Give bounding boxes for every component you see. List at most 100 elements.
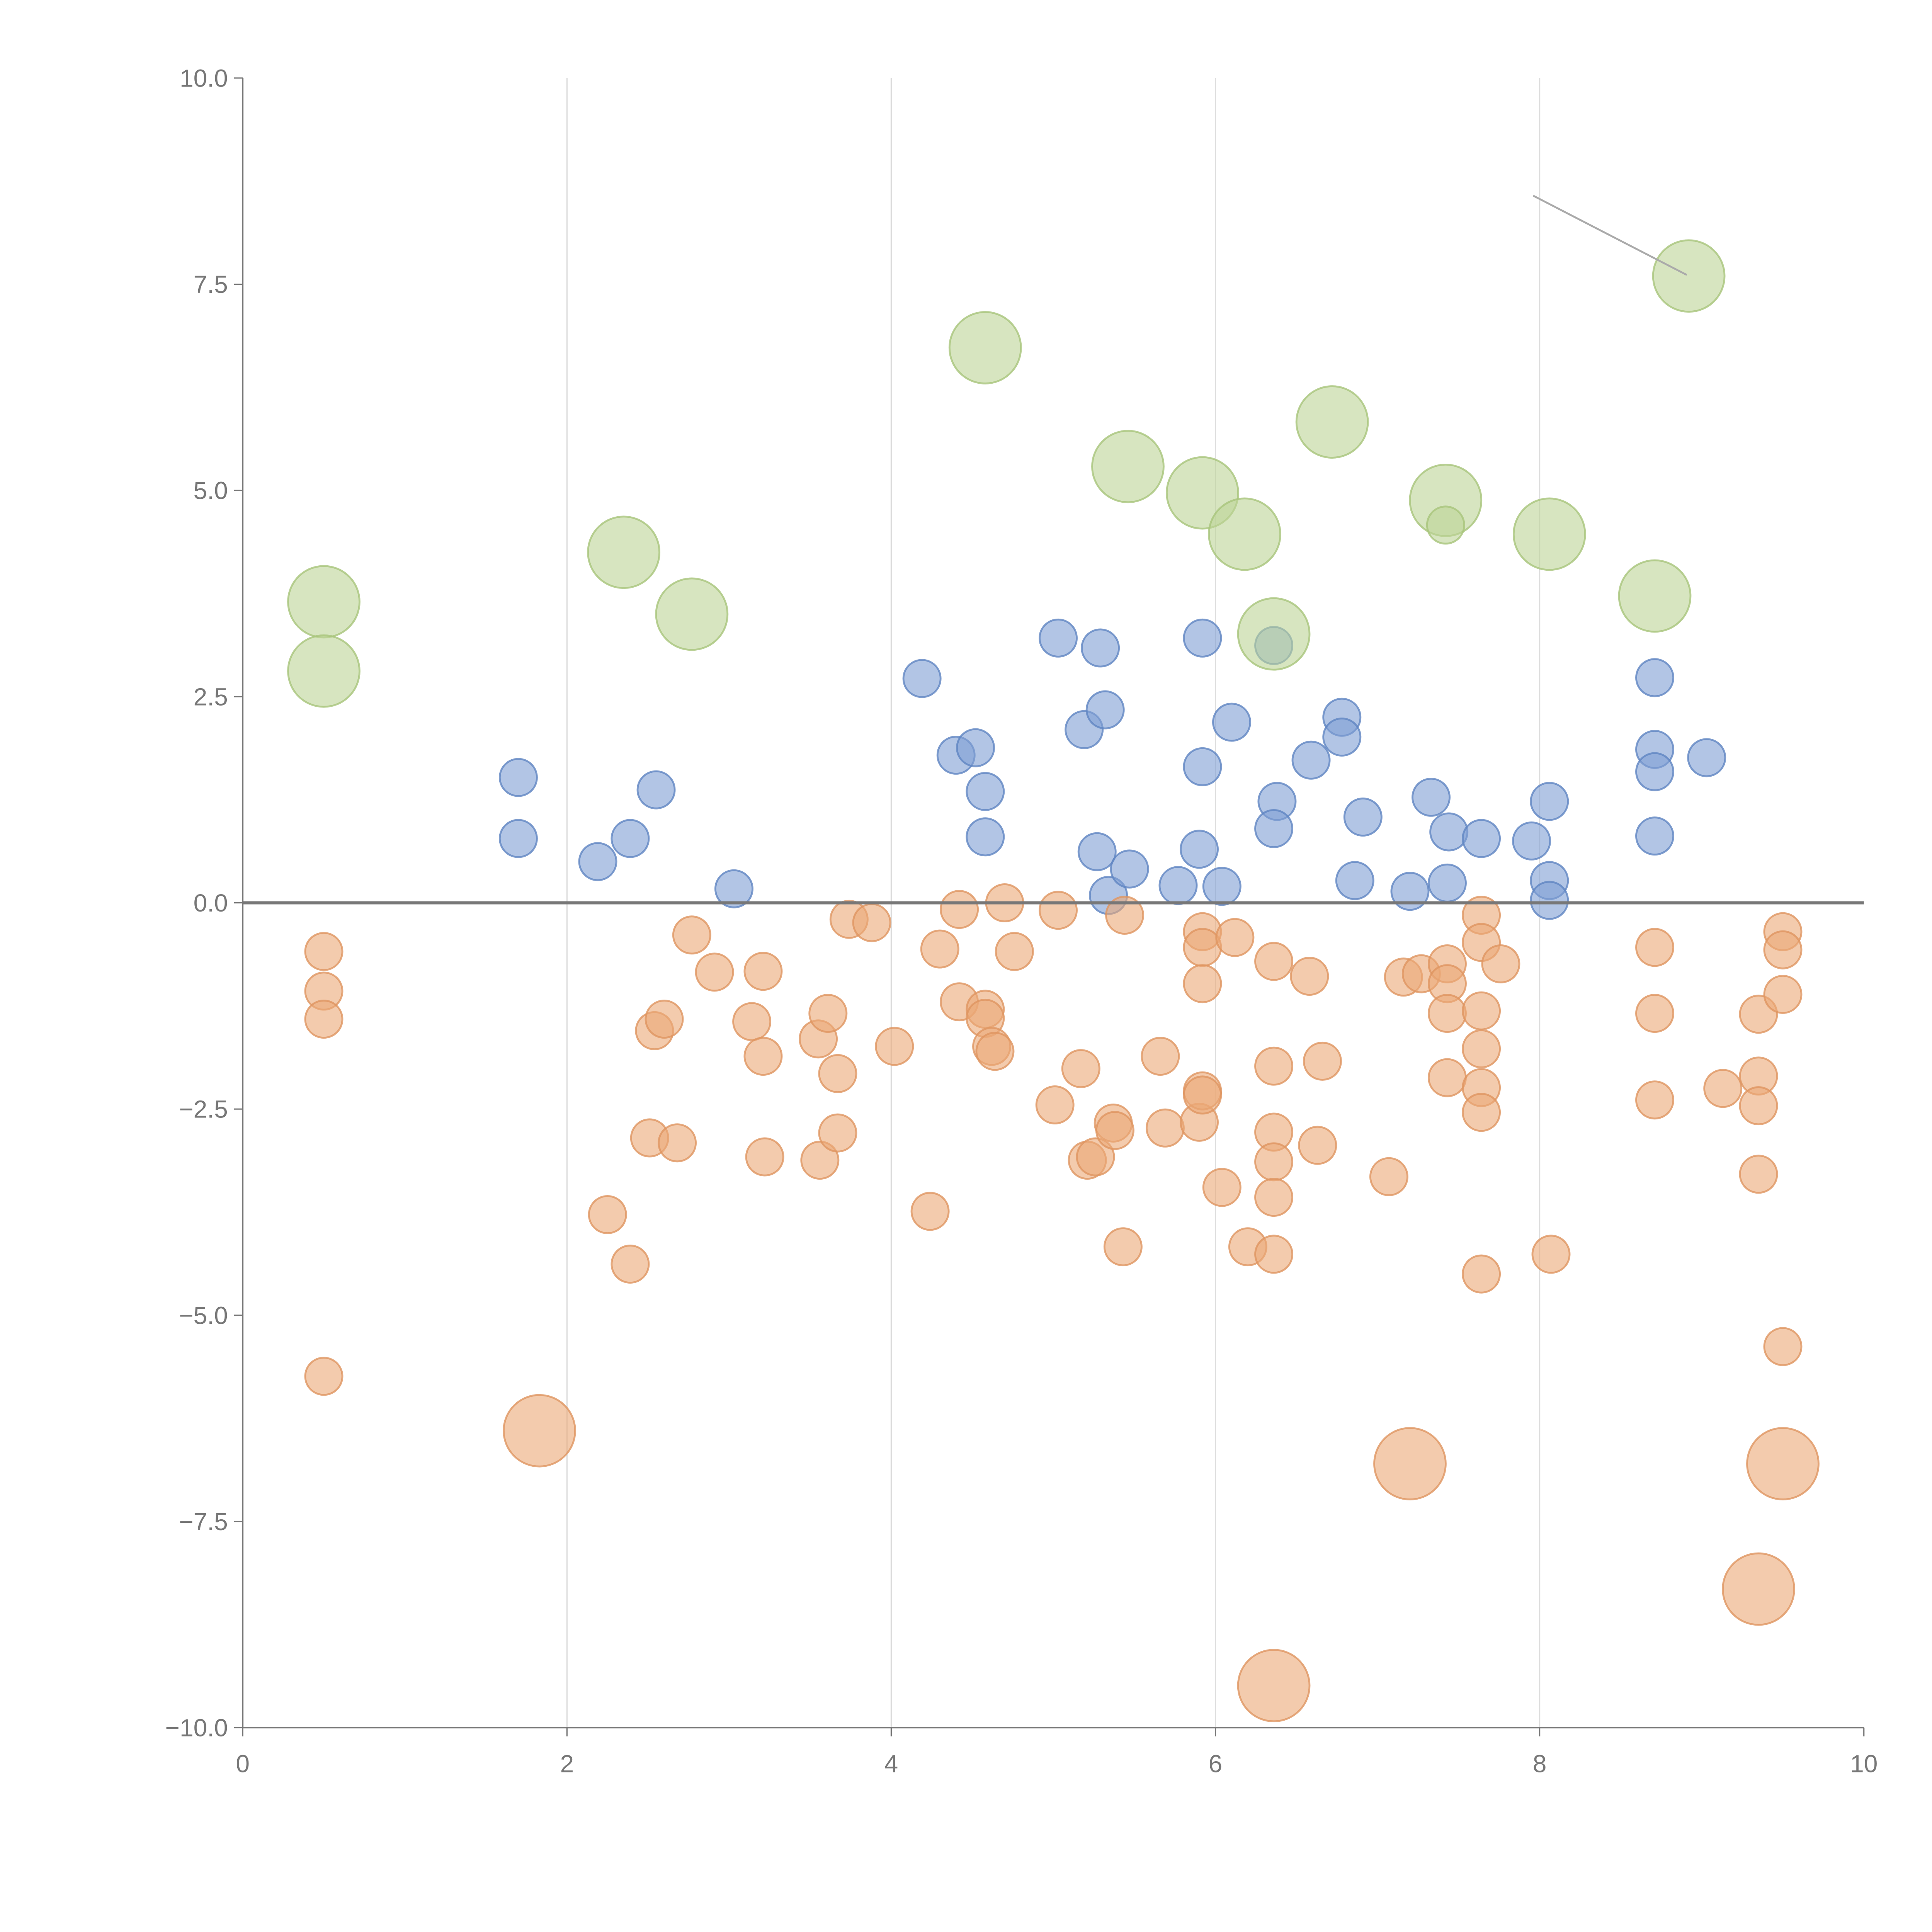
data-point-blue [1202,867,1242,906]
data-point-orange [800,1141,840,1180]
data-point-blue [611,819,650,858]
data-point-green [1295,385,1369,459]
data-point-blue [1412,777,1451,817]
data-point-orange [875,1027,914,1066]
data-point-blue [1077,832,1117,871]
data-point-orange [1427,1058,1467,1097]
data-point-orange [1462,1093,1501,1132]
data-point-orange [1635,928,1674,967]
y-tick-label: −5.0 [179,1301,228,1329]
data-point-orange [304,1000,344,1039]
data-points [287,239,1820,1723]
data-point-green [1208,497,1281,571]
y-tick-label: 0.0 [194,889,228,917]
data-point-blue [966,817,1005,857]
data-point-green [655,577,729,651]
data-point-blue [1183,618,1222,658]
data-point-orange [1254,1046,1294,1086]
data-point-orange [1183,928,1222,967]
data-point-blue [498,758,538,797]
data-point-blue [1039,618,1078,658]
data-point-orange [1298,1126,1337,1165]
data-point-orange [1303,1041,1342,1081]
data-point-blue [1254,809,1294,848]
data-point-orange [304,1357,344,1396]
data-point-blue [902,659,942,698]
data-point-green [1091,430,1165,503]
y-tick-label: −10.0 [165,1714,228,1742]
data-point-orange [1462,1254,1501,1294]
data-point-blue [1081,628,1120,668]
data-point-orange [645,1000,684,1039]
y-tick-label: 5.0 [194,477,228,505]
data-point-blue [1158,866,1198,905]
data-point-blue [1635,752,1674,791]
data-point-blue [1343,798,1383,837]
data-point-blue [1291,740,1331,780]
data-point-blue [1110,849,1149,889]
x-tick-label: 0 [236,1750,250,1778]
data-point-green [287,634,361,708]
data-point-green [1426,505,1465,545]
data-point-orange [995,932,1034,971]
data-point-orange [852,903,891,942]
data-point-orange [975,1032,1015,1071]
data-point-orange [1254,1178,1294,1217]
data-point-blue [1512,821,1551,861]
y-tick-label: −2.5 [179,1095,228,1123]
data-point-orange [1183,1075,1222,1115]
data-point-blue [966,772,1005,811]
data-point-green [1512,497,1586,571]
axes: 0 2 4 6 8 10 10.0 7.5 5.0 2.5 0.0 −2.5 −5.0 −7.5 −10.0 [165,64,1878,1777]
data-point-orange [1095,1111,1134,1150]
data-point-blue [1390,872,1430,911]
data-point-blue [1462,819,1501,858]
data-point-orange [1103,1227,1143,1267]
data-point-orange [732,1002,772,1041]
data-point-orange [743,1037,783,1076]
data-point-blue [1335,861,1374,900]
x-tick-label: 8 [1533,1750,1547,1778]
data-point-orange [808,994,848,1033]
x-tick-label: 10 [1850,1750,1878,1778]
data-point-orange [1462,991,1501,1031]
data-point-orange [1481,944,1520,983]
data-point-orange [695,952,734,992]
data-point-blue [578,842,617,881]
y-tick-label: 7.5 [194,270,228,298]
data-point-green [1618,559,1692,633]
data-point-blue [1635,816,1674,856]
data-point-green [587,515,661,589]
data-point-blue [1429,812,1469,852]
data-point-orange [1722,1552,1795,1626]
data-point-orange [910,1192,950,1231]
y-tick-label: 2.5 [194,683,228,711]
data-point-orange [1369,1157,1408,1196]
x-tick-label: 6 [1209,1750,1223,1778]
data-point-green [1237,597,1311,671]
data-point-blue [1635,658,1674,697]
data-point-orange [940,890,979,929]
data-point-orange [1739,1155,1778,1194]
data-point-blue [636,770,676,810]
data-point-orange [1462,1029,1501,1068]
data-point-orange [1183,964,1222,1003]
data-point-orange [1427,994,1467,1033]
data-point-blue [1085,690,1125,730]
data-point-orange [588,1195,627,1234]
data-point-orange [1105,896,1145,935]
data-point-blue [956,728,995,767]
data-point-orange [1254,1235,1294,1274]
data-point-green [287,565,361,639]
data-point-orange [1531,1235,1571,1274]
data-point-orange [1763,975,1803,1014]
data-point-orange [1061,1049,1100,1088]
data-point-orange [743,952,783,991]
data-point-blue [1322,717,1362,757]
data-point-orange [1202,1168,1242,1207]
data-point-orange [1039,891,1078,930]
data-point-orange [1237,1649,1311,1723]
data-point-orange [1739,1086,1778,1126]
data-point-orange [1035,1085,1075,1124]
